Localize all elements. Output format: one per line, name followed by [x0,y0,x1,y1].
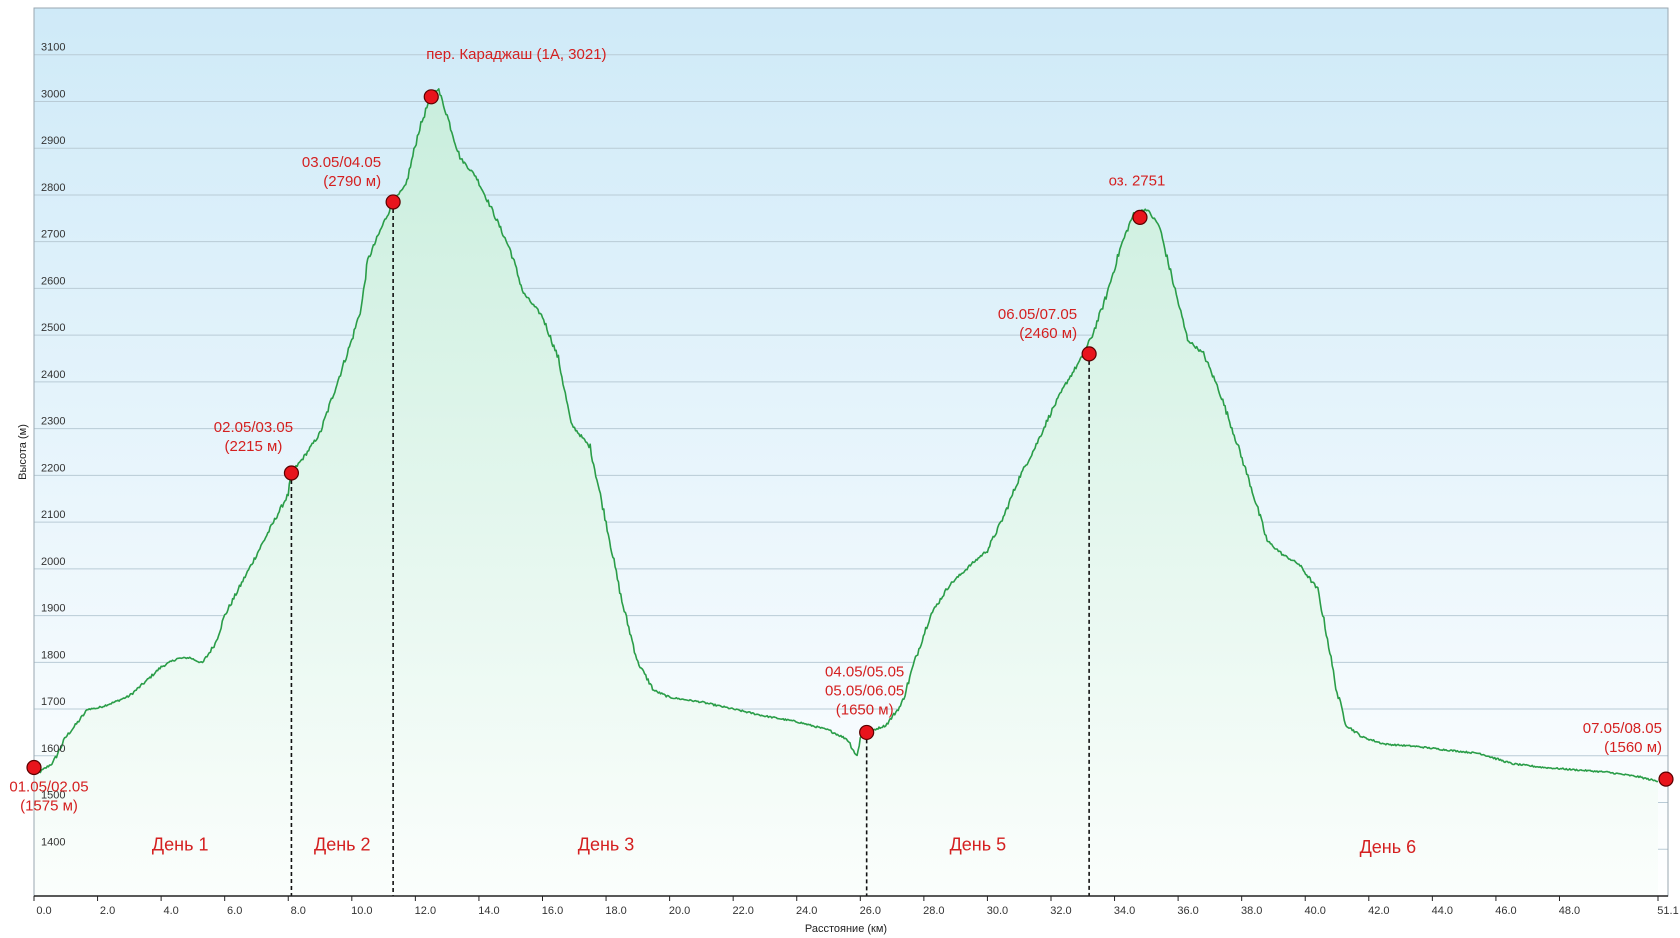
y-tick-label: 3000 [41,88,65,100]
x-tick-label: 6.0 [227,905,242,917]
day-label: День 5 [950,835,1007,855]
waypoint-label: 01.05/02.05 [9,778,88,795]
y-tick-label: 2900 [41,135,65,147]
y-tick-label: 3100 [41,42,65,54]
waypoint-marker [423,89,439,105]
y-tick-label: 2400 [41,369,65,381]
x-tick-label: 26.0 [860,905,881,917]
waypoint-label: 03.05/04.05 [302,154,381,171]
x-tick-label: 14.0 [478,905,499,917]
waypoint-markers [26,89,1674,787]
x-tick-label: 30.0 [987,905,1008,917]
x-tick-label: 51.1 [1657,905,1678,917]
day-labels: День 1 День 2 День 3 День 5 День 6 [152,835,1416,857]
camp-drop-lines [290,201,1090,896]
y-tick-label: 1900 [41,603,65,615]
y-tick-label: 2700 [41,229,65,241]
x-tick-label: 48.0 [1559,905,1580,917]
waypoint-label: 02.05/03.05 [214,419,293,436]
waypoint-label: 05.05/06.05 [825,682,904,699]
x-axis-title: Расстояние (км) [805,923,887,935]
waypoint-label: (2215 м) [225,438,283,455]
x-tick-label: 4.0 [163,905,178,917]
y-tick-label: 2200 [41,462,65,474]
x-tick-label: 24.0 [796,905,817,917]
x-tick-label: 34.0 [1114,905,1135,917]
x-tick-label: 38.0 [1241,905,1262,917]
day-label: День 2 [314,835,371,855]
x-tick-label: 36.0 [1177,905,1198,917]
y-tick-label: 1600 [41,743,65,755]
waypoint-marker [1081,346,1097,362]
x-tick-label: 10.0 [351,905,372,917]
elevation-area [34,88,1658,896]
day-label: День 1 [152,835,209,855]
x-tick-label: 42.0 [1368,905,1389,917]
waypoint-label: (1575 м) [20,797,78,814]
waypoint-marker [1658,771,1674,787]
waypoint-label: оз. 2751 [1109,172,1166,189]
waypoint-marker [859,724,875,741]
x-tick-label: 44.0 [1432,905,1453,917]
y-tick-label: 1500 [41,790,65,802]
y-tick-label: 2800 [41,182,65,194]
y-tick-label: 2600 [41,275,65,287]
y-tick-label: 1400 [41,836,65,848]
waypoint-label: 06.05/07.05 [998,306,1077,323]
x-tick-label: 46.0 [1495,905,1516,917]
day-label: День 6 [1360,837,1417,857]
waypoint-marker [283,465,300,481]
x-tick-label: 18.0 [605,905,626,917]
waypoint-label: 04.05/05.05 [825,663,904,680]
y-tick-label: 1800 [41,649,65,661]
x-tick-label: 40.0 [1305,905,1326,917]
x-tick-label: 0.0 [36,905,51,917]
waypoint-label: (1650 м) [836,701,894,718]
x-tick-label: 22.0 [732,905,753,917]
waypoint-marker [1132,209,1148,225]
waypoint-marker [385,194,401,210]
x-tick-label: 16.0 [542,905,563,917]
y-tick-label: 2300 [41,416,65,428]
day-label: День 3 [578,835,635,855]
elevation-line [33,88,1659,783]
x-tick-label: 8.0 [291,905,306,917]
waypoint-marker [26,759,42,776]
y-tick-label: 2000 [41,556,65,568]
waypoint-label: 07.05/08.05 [1583,720,1662,737]
y-axis-title: Высота (м) [17,424,29,480]
waypoint-label: (2790 м) [323,173,381,190]
x-tick-label: 32.0 [1050,905,1071,917]
waypoint-annotations: 01.05/02.05 (1575 м) 02.05/03.05 (2215 м) 03… [9,46,1662,815]
x-tick-label: 28.0 [923,905,944,917]
x-tick-label: 20.0 [669,905,690,917]
y-tick-label: 2100 [41,509,65,521]
x-tick-label: 2.0 [100,905,115,917]
x-axis-ticks: 0.0 2.0 4.0 6.0 8.0 10.0 12.0 14.0 16.0 18.0 20.0 2… [33,896,1679,917]
waypoint-label: (1560 м) [1604,739,1662,756]
waypoint-label: (2460 м) [1019,325,1077,342]
y-axis-ticks: 1400 1500 1600 1700 1800 1900 2000 2100 2200 2300… [41,42,65,849]
waypoint-label: пер. Караджаш (1А, 3021) [426,46,606,63]
y-tick-label: 2500 [41,322,65,334]
x-tick-label: 12.0 [415,905,436,917]
y-tick-label: 1700 [41,696,65,708]
